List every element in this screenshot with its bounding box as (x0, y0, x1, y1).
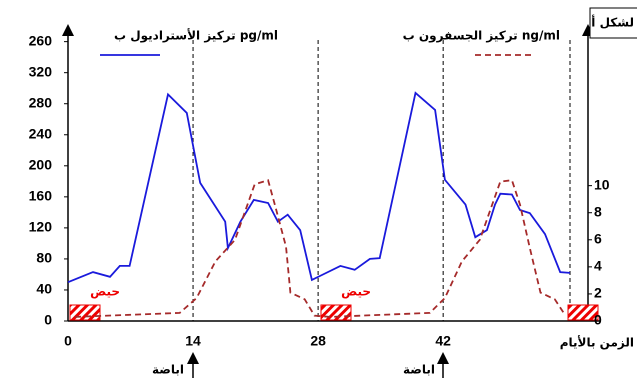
y2-tick-label: 8 (594, 203, 602, 219)
annotation: حيض (341, 285, 371, 299)
menstruation (69, 304, 101, 321)
y-tick-label: 320 (29, 63, 53, 79)
y-tick-label: 280 (29, 94, 53, 110)
x-axis-label: الزمن بالأيام (560, 335, 634, 351)
annotation: حيض (90, 285, 120, 299)
series-line (75, 179, 567, 318)
y-tick-label: 80 (36, 250, 52, 266)
x-tick-label: 28 (310, 333, 326, 349)
y-tick-label: 40 (36, 281, 52, 297)
y-tick-label: 260 (29, 32, 53, 48)
menstruation (320, 304, 352, 321)
y2-tick-label: 4 (594, 258, 602, 274)
y2-tick-label: 0 (594, 312, 602, 328)
figure-label: لشكل أ (591, 15, 634, 30)
annotation: اباضة (152, 363, 184, 377)
annotation: اباضة (403, 363, 435, 377)
y-tick-label: 120 (29, 219, 53, 235)
series-line (67, 91, 571, 284)
x-tick-label: 0 (64, 333, 72, 349)
y2-tick-label: 2 (594, 285, 602, 301)
y2-tick-label: 10 (594, 176, 610, 192)
x-tick-label: 42 (435, 333, 451, 349)
menstruation (567, 304, 599, 321)
x-tick-label: 14 (185, 333, 201, 349)
y-tick-label: 0 (44, 312, 52, 328)
y2-tick-label: 6 (594, 230, 602, 246)
figure-box (589, 7, 637, 39)
y-tick-label: 160 (29, 188, 53, 204)
legend-label: تركيز الجسفرون ب ng/ml (403, 29, 560, 44)
legend-label: تركيز الأستراديول ب pg/ml (114, 28, 278, 44)
y-tick-label: 240 (29, 125, 53, 141)
y-tick-label: 200 (29, 157, 53, 173)
